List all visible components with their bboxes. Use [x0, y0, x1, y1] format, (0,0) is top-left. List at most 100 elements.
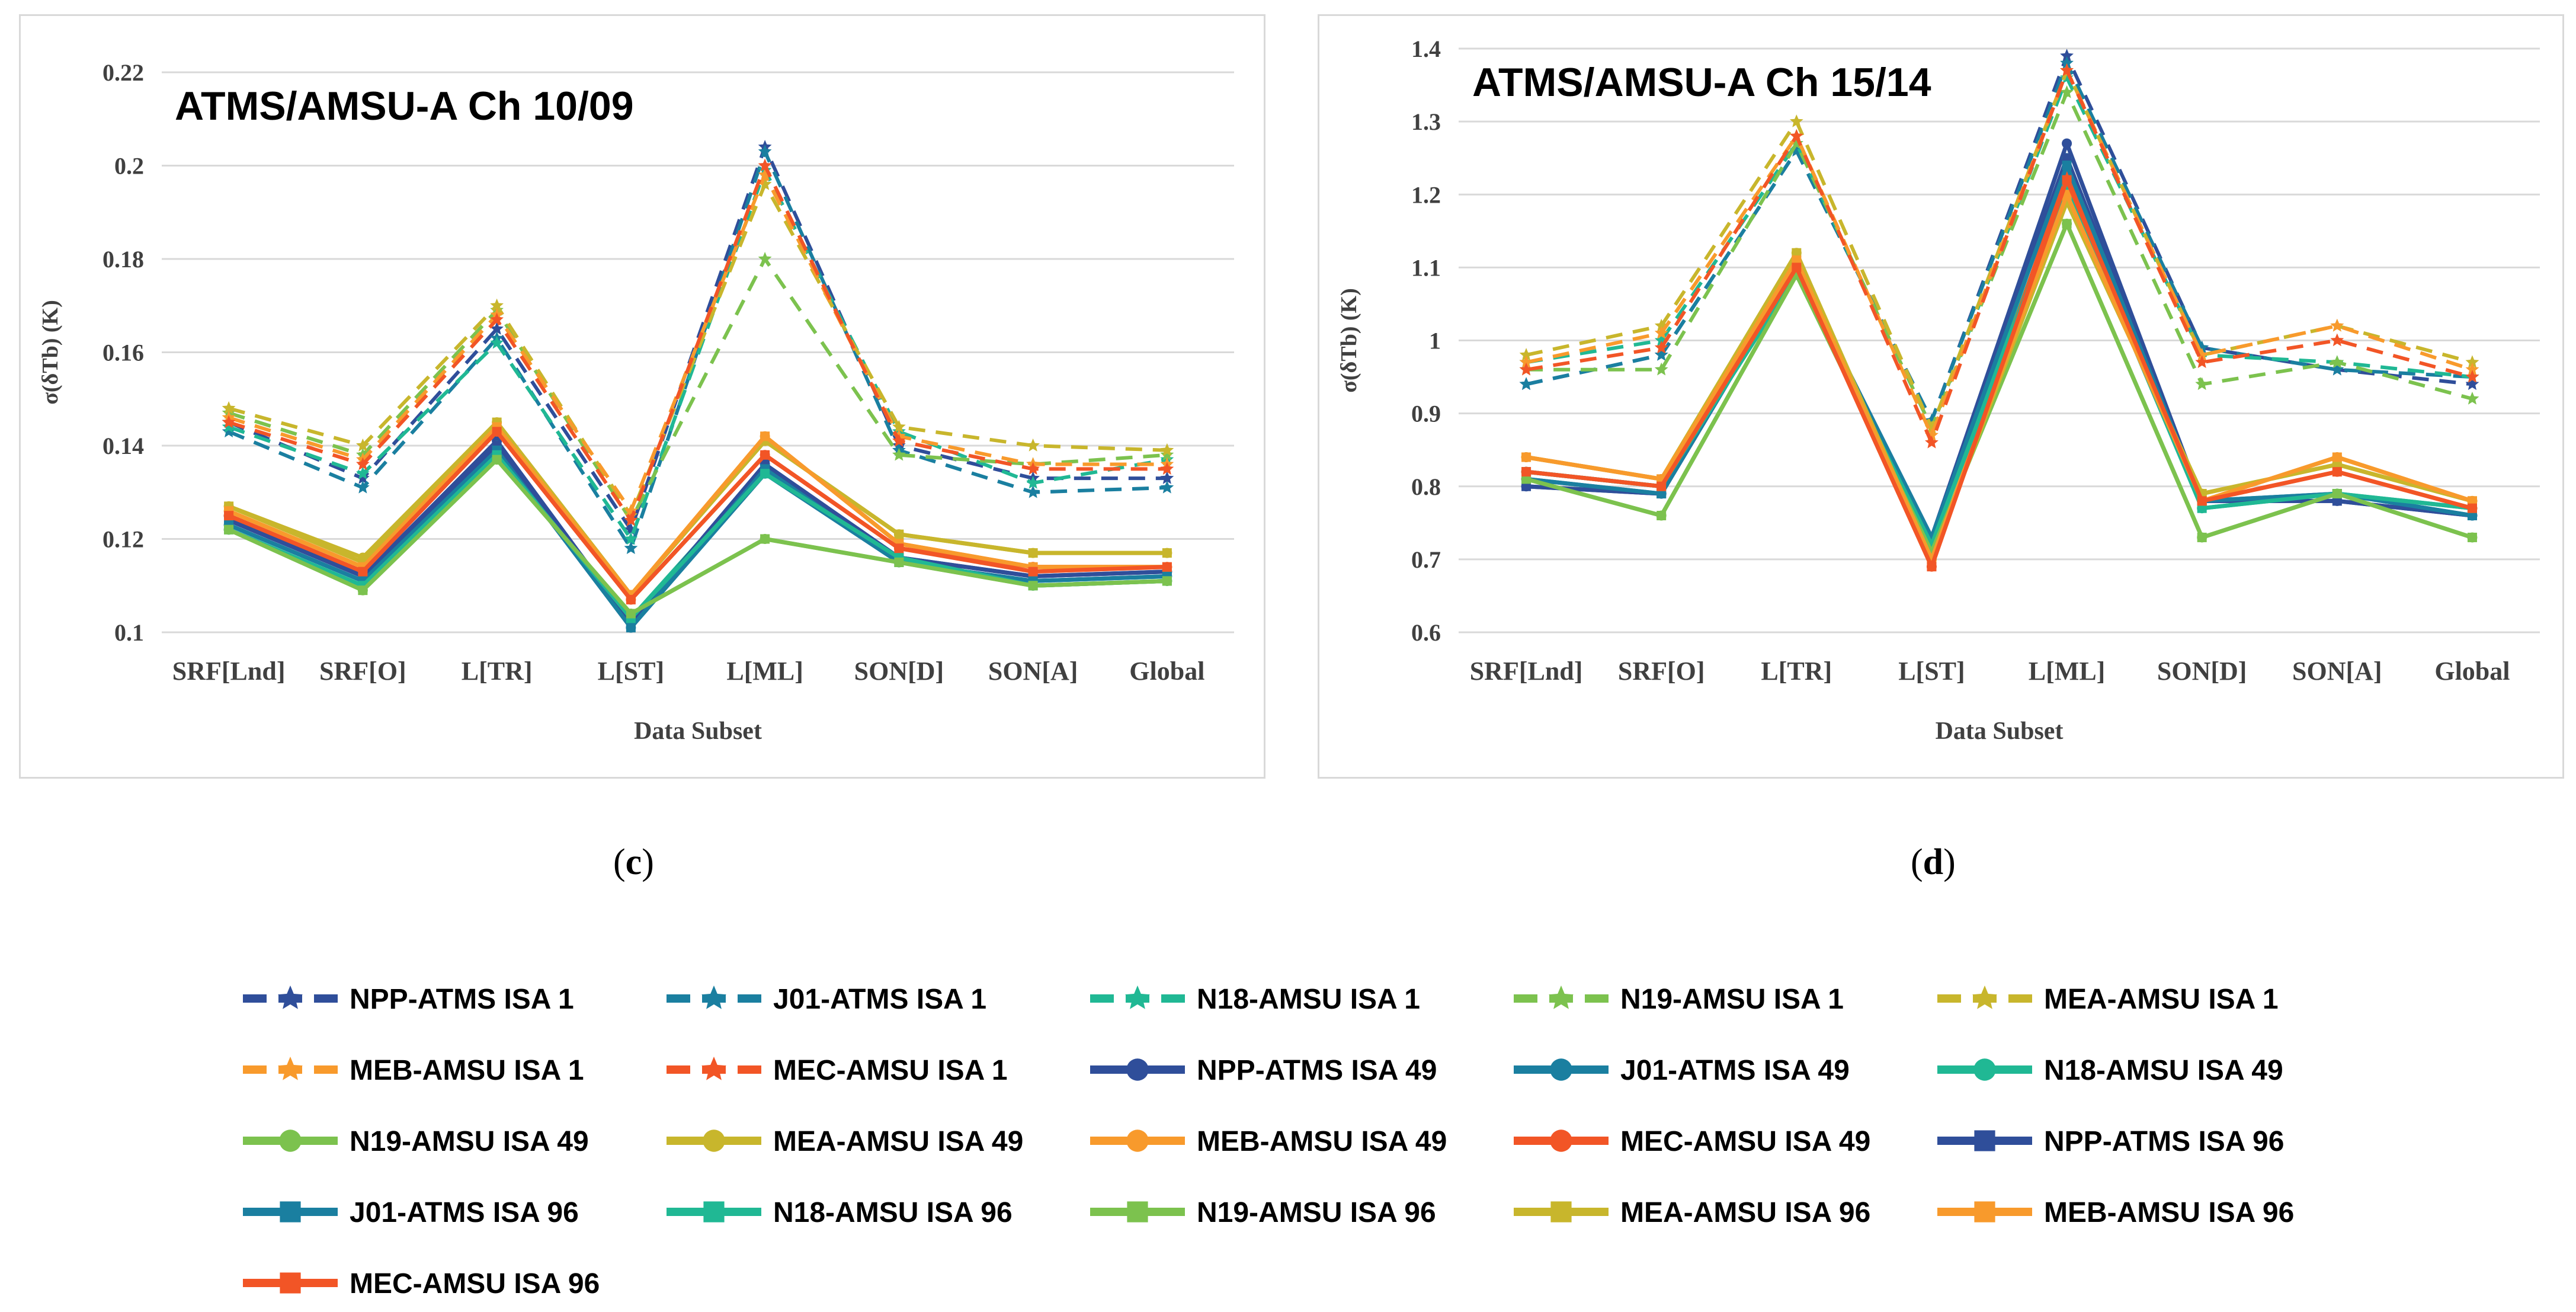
data-point [222, 424, 236, 438]
data-point [2332, 496, 2342, 506]
y-tick-label: 0.14 [102, 433, 144, 459]
data-point [1028, 548, 1038, 558]
data-point [2330, 333, 2344, 347]
legend-label: N19-AMSU ISA 1 [1620, 984, 1844, 1015]
series-mec-amsu-isa-96 [1521, 175, 2477, 572]
data-point [222, 415, 236, 428]
x-tick-label: SON[D] [2157, 657, 2247, 686]
series-mec-amsu-isa-96 [224, 427, 1172, 604]
data-point [1792, 263, 1802, 273]
legend-label: NPP-ATMS ISA 96 [2044, 1126, 2284, 1157]
legend-label: J01-ATMS ISA 1 [773, 984, 986, 1015]
data-point [1792, 248, 1802, 258]
y-tick-label: 0.7 [1411, 546, 1441, 573]
chart-d: 0.6 0.7 0.8 0.9 1 1.1 1.2 1.3 1.4 SRF[Lnd] SRF[O] L… [1337, 36, 2540, 745]
legend-item-mea-amsu-isa-96: MEA-AMSU ISA 96 [1514, 1197, 1870, 1228]
legend-label: MEB-AMSU ISA 49 [1197, 1126, 1447, 1157]
legend-marker-circle [1126, 1058, 1149, 1081]
x-tick-label: L[ST] [1898, 657, 1965, 686]
legend-marker-square [280, 1201, 301, 1223]
legend-label: MEC-AMSU ISA 49 [1620, 1126, 1870, 1157]
legend-marker-star [1125, 985, 1150, 1009]
data-point [2060, 49, 2074, 62]
data-point [624, 541, 638, 554]
data-point [2332, 489, 2342, 499]
data-point [1521, 467, 1531, 477]
legend-marker-square [1550, 1201, 1572, 1223]
data-point [1160, 462, 1174, 475]
data-point [2195, 348, 2209, 361]
data-point [1521, 474, 1531, 484]
x-axis-label: Data Subset [1936, 718, 2064, 745]
data-point [490, 322, 504, 335]
x-tick-label: SON[D] [854, 657, 944, 686]
data-point [2197, 532, 2207, 542]
legend-item-mea-amsu-isa-1: MEA-AMSU ISA 1 [1937, 984, 2279, 1015]
data-point [1026, 476, 1040, 489]
legend-item-n18-amsu-isa-1: N18-AMSU ISA 1 [1090, 984, 1420, 1015]
legend-marker-star [701, 985, 726, 1009]
legend-label: MEA-AMSU ISA 1 [2044, 984, 2279, 1015]
chart-title: ATMS/AMSU-A Ch 15/14 [1472, 60, 1931, 105]
legend-item-npp-atms-isa-96: NPP-ATMS ISA 96 [1937, 1126, 2284, 1157]
data-point [2332, 452, 2342, 462]
series-line [1526, 90, 2473, 430]
data-point [2467, 511, 2477, 520]
data-point [2467, 532, 2477, 542]
data-point [1162, 562, 1172, 572]
y-tick-label: 1.1 [1411, 254, 1441, 281]
legend-marker-circle [1973, 1058, 1996, 1081]
data-point [892, 420, 906, 433]
data-point [1792, 255, 1802, 265]
y-tick-label: 0.8 [1411, 473, 1441, 500]
data-point [1160, 447, 1174, 461]
x-tick-label: SON[A] [2292, 657, 2382, 686]
data-point [1028, 567, 1038, 577]
legend-marker-square [1974, 1201, 1995, 1223]
data-point [2330, 318, 2344, 332]
data-point [356, 457, 370, 471]
data-point [224, 524, 234, 535]
data-point [2465, 377, 2479, 391]
series-mec-amsu-isa-1 [1519, 63, 2479, 449]
data-point [758, 168, 772, 181]
data-point [2062, 175, 2072, 185]
data-point [356, 466, 370, 479]
data-point [2467, 496, 2477, 506]
x-tick-label: SRF[O] [319, 657, 406, 686]
chart-title: ATMS/AMSU-A Ch 10/09 [175, 84, 634, 129]
series-line [1526, 68, 2473, 444]
data-point [1026, 462, 1040, 475]
legend-marker-star [278, 985, 303, 1009]
y-tick-label: 0.12 [102, 526, 144, 553]
series-line [228, 168, 1168, 541]
legend-item-n19-amsu-isa-49: N19-AMSU ISA 49 [243, 1126, 589, 1157]
y-tick-label: 1.2 [1411, 181, 1441, 208]
caption-c: (c) [613, 842, 654, 882]
data-point [2332, 459, 2342, 469]
legend-marker-circle [1126, 1129, 1149, 1152]
data-point [492, 427, 502, 437]
x-tick-label: Global [2434, 657, 2510, 686]
data-point [222, 401, 236, 414]
series-line [1526, 222, 2473, 555]
data-point [626, 609, 636, 619]
legend-item-meb-amsu-isa-1: MEB-AMSU ISA 1 [243, 1055, 584, 1086]
data-point [894, 557, 904, 567]
legend-label: J01-ATMS ISA 96 [350, 1197, 579, 1228]
legend-marker-circle [279, 1129, 302, 1152]
data-point [490, 298, 504, 312]
data-point [1654, 362, 1668, 376]
legend-item-n18-amsu-isa-49: N18-AMSU ISA 49 [1937, 1055, 2283, 1086]
legend-item-j01-atms-isa-49: J01-ATMS ISA 49 [1514, 1055, 1850, 1086]
legend-label: N19-AMSU ISA 96 [1197, 1197, 1436, 1228]
legend-item-j01-atms-isa-1: J01-ATMS ISA 1 [667, 984, 986, 1015]
data-point [2330, 362, 2344, 376]
y-tick-label: 1.3 [1411, 108, 1441, 135]
legend-item-meb-amsu-isa-96: MEB-AMSU ISA 96 [1937, 1197, 2294, 1228]
legend-item-n18-amsu-isa-96: N18-AMSU ISA 96 [667, 1197, 1013, 1228]
data-point [2465, 362, 2479, 376]
data-point [760, 534, 770, 544]
data-point [492, 455, 502, 465]
legend-label: MEA-AMSU ISA 49 [773, 1126, 1023, 1157]
